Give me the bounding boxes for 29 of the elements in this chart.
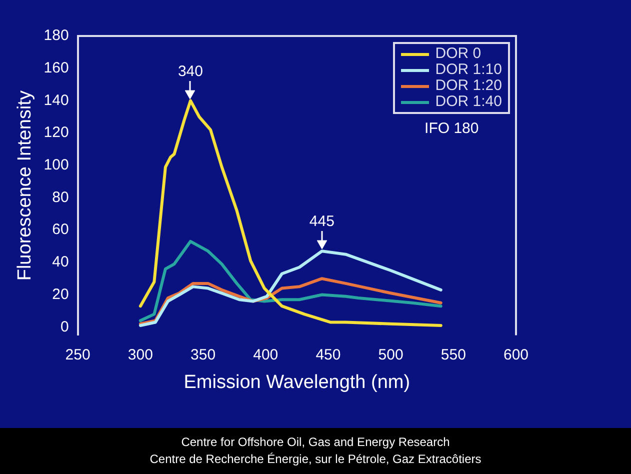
x-tick-label: 400 bbox=[253, 346, 278, 364]
y-axis-title: Fluorescence Intensity bbox=[14, 90, 36, 281]
y-tick-label: 0 bbox=[60, 318, 69, 336]
x-tick-label: 500 bbox=[378, 346, 404, 364]
legend-label: DOR 1:10 bbox=[435, 61, 502, 78]
legend-label: DOR 1:40 bbox=[435, 93, 502, 110]
legend-label: DOR 0 bbox=[435, 45, 482, 62]
x-tick-label: 600 bbox=[503, 346, 529, 364]
y-tick-label: 120 bbox=[44, 124, 69, 142]
y-tick-label: 40 bbox=[52, 254, 69, 271]
text: Centre de Recherche Énergie, sur le Pétrole, Gaz Extracôtiers bbox=[148, 451, 482, 468]
y-tick-label: 20 bbox=[52, 286, 69, 303]
annotation: IFO 180 bbox=[424, 120, 479, 137]
legend-label: DOR 1:20 bbox=[435, 77, 502, 94]
y-tick-label: 140 bbox=[44, 92, 69, 109]
text: Centre for Offshore Oil, Gas and Energy Research bbox=[180, 434, 451, 451]
x-axis-title: Emission Wavelength (nm) bbox=[184, 372, 410, 393]
y-tick-label: 60 bbox=[52, 221, 69, 238]
x-tick-label: 450 bbox=[316, 346, 341, 364]
y-tick-label: 160 bbox=[44, 59, 69, 76]
y-tick-label: 100 bbox=[44, 156, 69, 174]
x-tick-label: 550 bbox=[440, 346, 466, 364]
y-tick-label: 80 bbox=[52, 188, 69, 206]
x-tick-label: 300 bbox=[128, 346, 153, 364]
annotation: 340 bbox=[178, 62, 203, 80]
annotation: 445 bbox=[309, 213, 334, 230]
y-tick-label: 180 bbox=[44, 27, 69, 44]
x-tick-label: 350 bbox=[190, 346, 216, 364]
x-tick-label: 250 bbox=[65, 346, 90, 364]
